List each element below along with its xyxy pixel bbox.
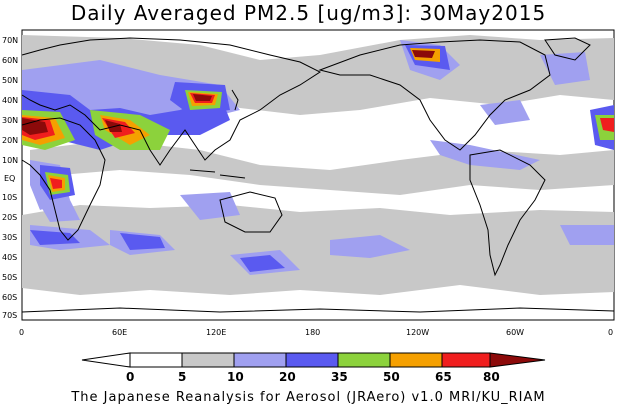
lon-label: 60E	[112, 328, 127, 337]
lon-label: 120W	[406, 328, 429, 337]
footer-credit: The Japanese Reanalysis for Aerosol (JRA…	[71, 390, 546, 405]
lat-label: 50S	[2, 273, 17, 282]
lat-label: 50N	[2, 76, 18, 85]
lat-label: 40S	[2, 253, 17, 262]
colorbar-segment	[129, 352, 183, 368]
lat-label: 10N	[2, 156, 18, 165]
lat-label: 30N	[2, 116, 18, 125]
colorbar-segment	[441, 352, 491, 368]
colorbar-label: 80	[483, 370, 500, 384]
colorbar-label: 35	[331, 370, 348, 384]
lat-label: 70N	[2, 36, 18, 45]
colorbar-label: 10	[227, 370, 244, 384]
colorbar-label: 0	[126, 370, 134, 384]
colorbar-label: 50	[383, 370, 400, 384]
colorbar-segment	[233, 352, 287, 368]
lat-label: 30S	[2, 233, 17, 242]
lon-label: 120E	[206, 328, 226, 337]
colorbar-label: 65	[435, 370, 452, 384]
lat-label: 60S	[2, 293, 17, 302]
colorbar-segment	[389, 352, 443, 368]
lon-label: 0	[608, 328, 613, 337]
colorbar-right-arrow	[489, 352, 546, 368]
darkred-band-layer	[22, 50, 435, 135]
colorbar-label: 5	[178, 370, 186, 384]
map-title: Daily Averaged PM2.5 [ug/m3]: 30May2015	[70, 1, 547, 25]
lat-label: 40N	[2, 96, 18, 105]
lon-label: 60W	[506, 328, 524, 337]
lon-label: 0	[19, 328, 24, 337]
colorbar-segment	[181, 352, 235, 368]
longitude-labels: 0 60E 120E 180 120W 60W 0	[19, 328, 613, 337]
colorbar-segment	[337, 352, 391, 368]
lat-label: 60N	[2, 56, 18, 65]
latitude-labels: 70N 60N 50N 40N 30N 20N 10N EQ 10S 20S 3…	[2, 36, 18, 320]
lat-label: EQ	[4, 174, 15, 183]
coastlines	[21, 37, 615, 313]
colorbar-segment	[285, 352, 339, 368]
colorbar-label: 20	[279, 370, 296, 384]
lat-label: 10S	[2, 193, 17, 202]
colorbar-left-arrow	[81, 352, 131, 368]
lat-label: 20S	[2, 213, 17, 222]
lat-label: 20N	[2, 136, 18, 145]
lat-label: 70S	[2, 311, 17, 320]
lon-label: 180	[305, 328, 320, 337]
